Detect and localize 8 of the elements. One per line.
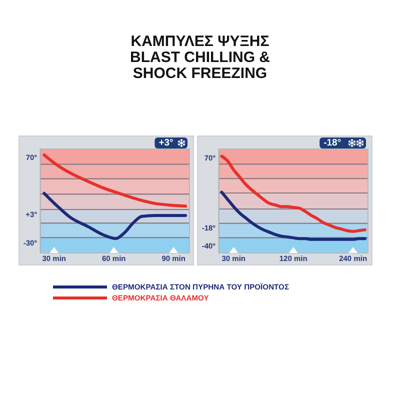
line-series — [42, 192, 188, 240]
line-series — [220, 154, 367, 233]
text: BLAST CHILLING & SHOCK FREEZING — [130, 49, 270, 82]
chart-title: -18° — [324, 138, 342, 148]
line-series — [42, 153, 188, 208]
text: ΚΑΜΠΥΛΕΣ ΨΥΞΗΣ — [130, 33, 270, 50]
line-series — [220, 190, 367, 241]
chart-title: +3° — [158, 138, 174, 148]
